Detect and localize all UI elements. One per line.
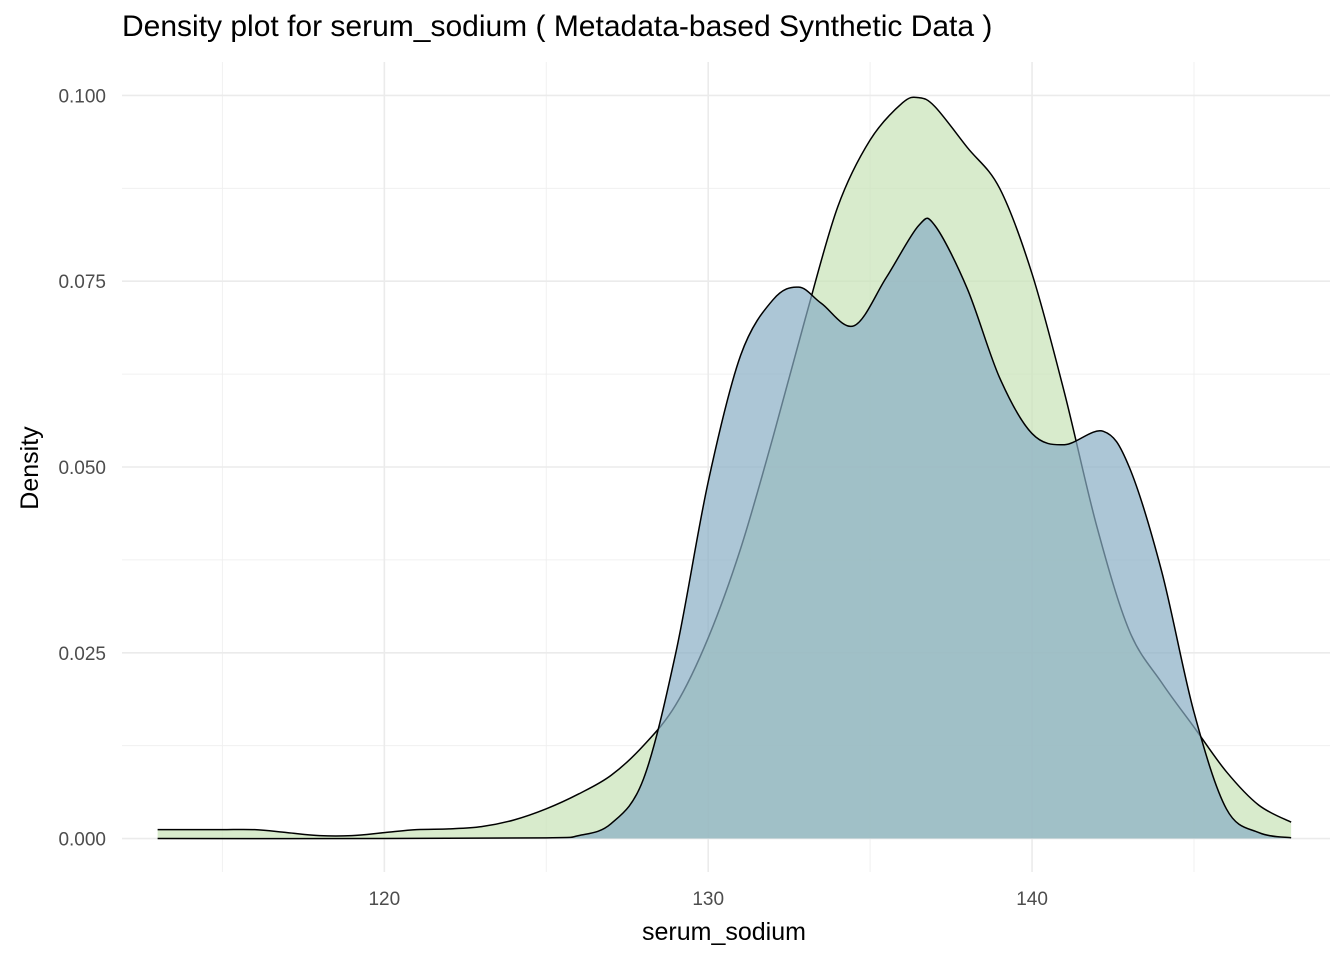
chart-title: Density plot for serum_sodium ( Metadata… (122, 10, 993, 43)
y-axis-label: Density (16, 426, 44, 510)
density-area-2 (157, 218, 1292, 839)
density-outline-2 (157, 217, 1292, 840)
y-tick-label: 0.050 (58, 458, 106, 479)
tick-labels: 120 130 140 0.000 0.025 0.050 0.075 0.100 (58, 86, 1047, 910)
y-tick-label: 0.100 (58, 86, 106, 107)
y-tick-label: 0.000 (58, 830, 106, 851)
y-tick-label: 0.025 (58, 644, 106, 665)
density-areas (157, 96, 1292, 840)
x-axis-label: serum_sodium (642, 918, 806, 946)
x-tick-label: 120 (368, 889, 400, 910)
x-tick-label: 140 (1016, 889, 1048, 910)
y-tick-label: 0.075 (58, 272, 106, 293)
x-tick-label: 130 (692, 889, 724, 910)
